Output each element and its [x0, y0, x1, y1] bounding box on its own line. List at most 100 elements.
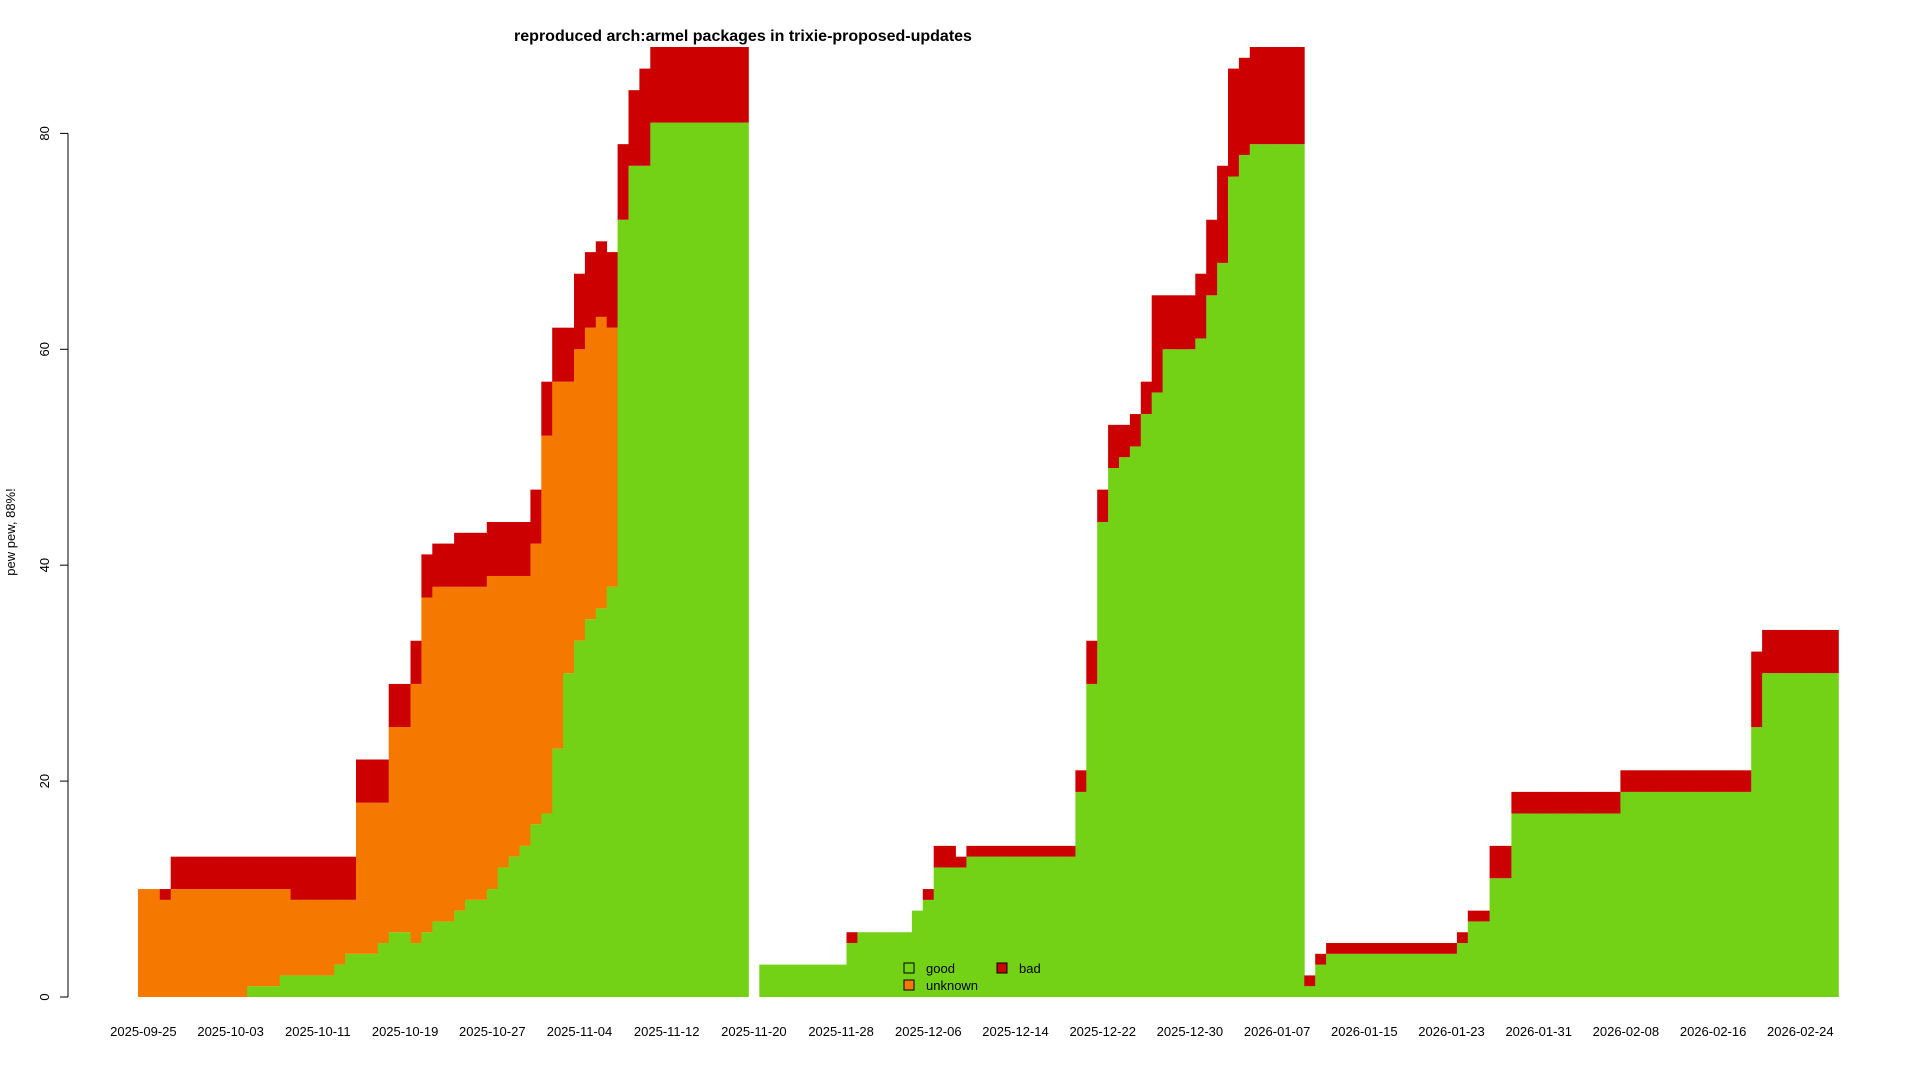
bar-unknown-2025-10-08 [279, 889, 291, 976]
x-tick-label-2026-01-07: 2026-01-07 [1244, 1024, 1311, 1039]
bar-good-2025-10-30 [519, 845, 531, 997]
bar-good-2025-12-26 [1140, 414, 1153, 997]
bar-good-2026-02-11 [1653, 791, 1665, 997]
bar-good-2025-10-16 [366, 953, 379, 997]
bar-good-2025-10-29 [508, 856, 520, 997]
bar-good-2025-10-14 [345, 953, 357, 997]
bar-unknown-2025-10-23 [443, 586, 455, 922]
bar-good-2026-01-20 [1413, 953, 1425, 997]
bar-good-2026-01-27 [1489, 878, 1501, 997]
bar-good-2025-10-13 [334, 964, 346, 997]
bar-unknown-2025-10-27 [486, 575, 499, 890]
bar-bad-2026-01-29 [1511, 791, 1523, 814]
bar-good-2025-10-27 [486, 889, 499, 997]
x-tick-label-2025-10-11: 2025-10-11 [285, 1024, 351, 1039]
bar-good-2026-02-19 [1740, 791, 1752, 997]
bar-bad-2026-01-22 [1435, 943, 1447, 954]
chart-bars [138, 47, 1839, 998]
bar-good-2026-01-11 [1315, 964, 1327, 997]
bar-bad-2025-10-31 [530, 489, 542, 544]
bar-unknown-2025-10-20 [410, 683, 422, 944]
bar-bad-2025-10-10 [301, 856, 313, 900]
bar-good-2025-12-07 [933, 867, 945, 997]
bar-bad-2025-10-11 [312, 856, 324, 900]
bar-unknown-2025-10-15 [356, 802, 368, 954]
bar-bad-2025-11-13 [672, 47, 684, 123]
bar-good-2025-10-22 [432, 921, 444, 997]
bar-good-2025-11-01 [541, 813, 553, 997]
bar-good-2025-12-15 [1020, 856, 1033, 997]
bar-good-2025-10-26 [475, 899, 488, 997]
bar-bad-2025-11-29 [846, 932, 858, 944]
bar-good-2026-01-13 [1337, 953, 1349, 997]
bar-unknown-2025-10-02 [214, 889, 226, 997]
bar-good-2025-11-21 [759, 964, 771, 997]
bar-good-2025-11-06 [595, 608, 608, 997]
bar-bad-2025-12-14 [1010, 845, 1022, 857]
legend-swatch-unknown [903, 979, 915, 991]
bar-good-2026-02-01 [1544, 813, 1556, 997]
bar-good-2025-11-15 [693, 122, 706, 997]
bar-bad-2025-12-21 [1086, 640, 1098, 684]
x-tick-label-2025-10-27: 2025-10-27 [459, 1024, 526, 1039]
y-axis-label: pew pew, 88%! [3, 488, 18, 575]
bar-bad-2025-12-12 [988, 845, 1000, 857]
bar-bad-2026-02-09 [1631, 770, 1643, 792]
bar-bad-2025-09-27 [159, 889, 172, 900]
bar-good-2025-10-10 [301, 975, 313, 997]
bar-unknown-2025-10-04 [236, 889, 248, 997]
bar-unknown-2025-11-06 [595, 316, 608, 609]
x-tick-label-2025-12-30: 2025-12-30 [1157, 1024, 1224, 1039]
bar-bad-2026-02-18 [1729, 770, 1741, 792]
bar-unknown-2025-09-30 [192, 889, 204, 997]
bar-bad-2025-11-12 [661, 47, 673, 123]
bar-good-2025-12-11 [977, 856, 989, 997]
bar-good-2026-02-02 [1555, 813, 1567, 997]
bar-good-2026-02-10 [1642, 791, 1654, 997]
bar-good-2025-11-14 [683, 122, 695, 997]
bar-good-2025-11-09 [628, 165, 640, 997]
bar-good-2025-11-29 [846, 943, 858, 997]
bar-good-2025-11-30 [857, 932, 869, 997]
bar-good-2025-11-03 [563, 673, 575, 997]
bar-unknown-2025-10-31 [530, 543, 542, 825]
bar-bad-2026-02-08 [1620, 770, 1632, 792]
bar-good-2025-12-12 [988, 856, 1000, 997]
bar-good-2026-01-23 [1446, 953, 1458, 997]
bar-good-2026-01-29 [1511, 813, 1523, 997]
bar-good-2026-01-28 [1500, 878, 1512, 997]
bar-unknown-2025-10-14 [345, 899, 357, 954]
bar-bad-2025-09-30 [192, 856, 204, 890]
bar-bad-2026-01-11 [1315, 953, 1327, 965]
bar-bad-2025-10-27 [486, 522, 499, 576]
bar-good-2026-01-22 [1435, 953, 1447, 997]
x-tick-label-2026-01-31: 2026-01-31 [1505, 1024, 1572, 1039]
bar-good-2026-02-06 [1598, 813, 1610, 997]
bar-bad-2025-10-29 [508, 522, 520, 576]
bar-bad-2025-12-16 [1031, 845, 1044, 857]
bar-good-2025-12-28 [1162, 349, 1174, 997]
bar-good-2025-12-06 [922, 899, 935, 997]
bar-bad-2025-10-28 [497, 522, 509, 576]
bar-bad-2026-01-23 [1446, 943, 1458, 954]
bar-good-2025-12-19 [1064, 856, 1076, 997]
bar-unknown-2025-10-01 [203, 889, 215, 997]
bar-bad-2025-12-17 [1042, 845, 1054, 857]
bar-good-2025-11-11 [650, 122, 662, 997]
bar-bad-2025-11-04 [574, 273, 586, 350]
x-tick-label-2026-01-15: 2026-01-15 [1331, 1024, 1398, 1039]
bar-unknown-2025-10-03 [225, 889, 237, 997]
bar-unknown-2025-11-04 [574, 349, 586, 641]
bar-bad-2025-12-10 [966, 845, 978, 857]
bar-good-2025-11-17 [715, 122, 727, 997]
bar-good-2026-01-07 [1271, 144, 1283, 997]
bar-good-2025-11-05 [584, 619, 597, 997]
bar-bad-2026-02-13 [1674, 770, 1687, 792]
bar-unknown-2025-10-18 [388, 727, 400, 933]
bar-good-2026-02-17 [1718, 791, 1730, 997]
bar-bad-2025-12-26 [1140, 381, 1153, 415]
bar-good-2026-02-23 [1783, 673, 1796, 997]
x-tick-label-2026-01-23: 2026-01-23 [1418, 1024, 1485, 1039]
